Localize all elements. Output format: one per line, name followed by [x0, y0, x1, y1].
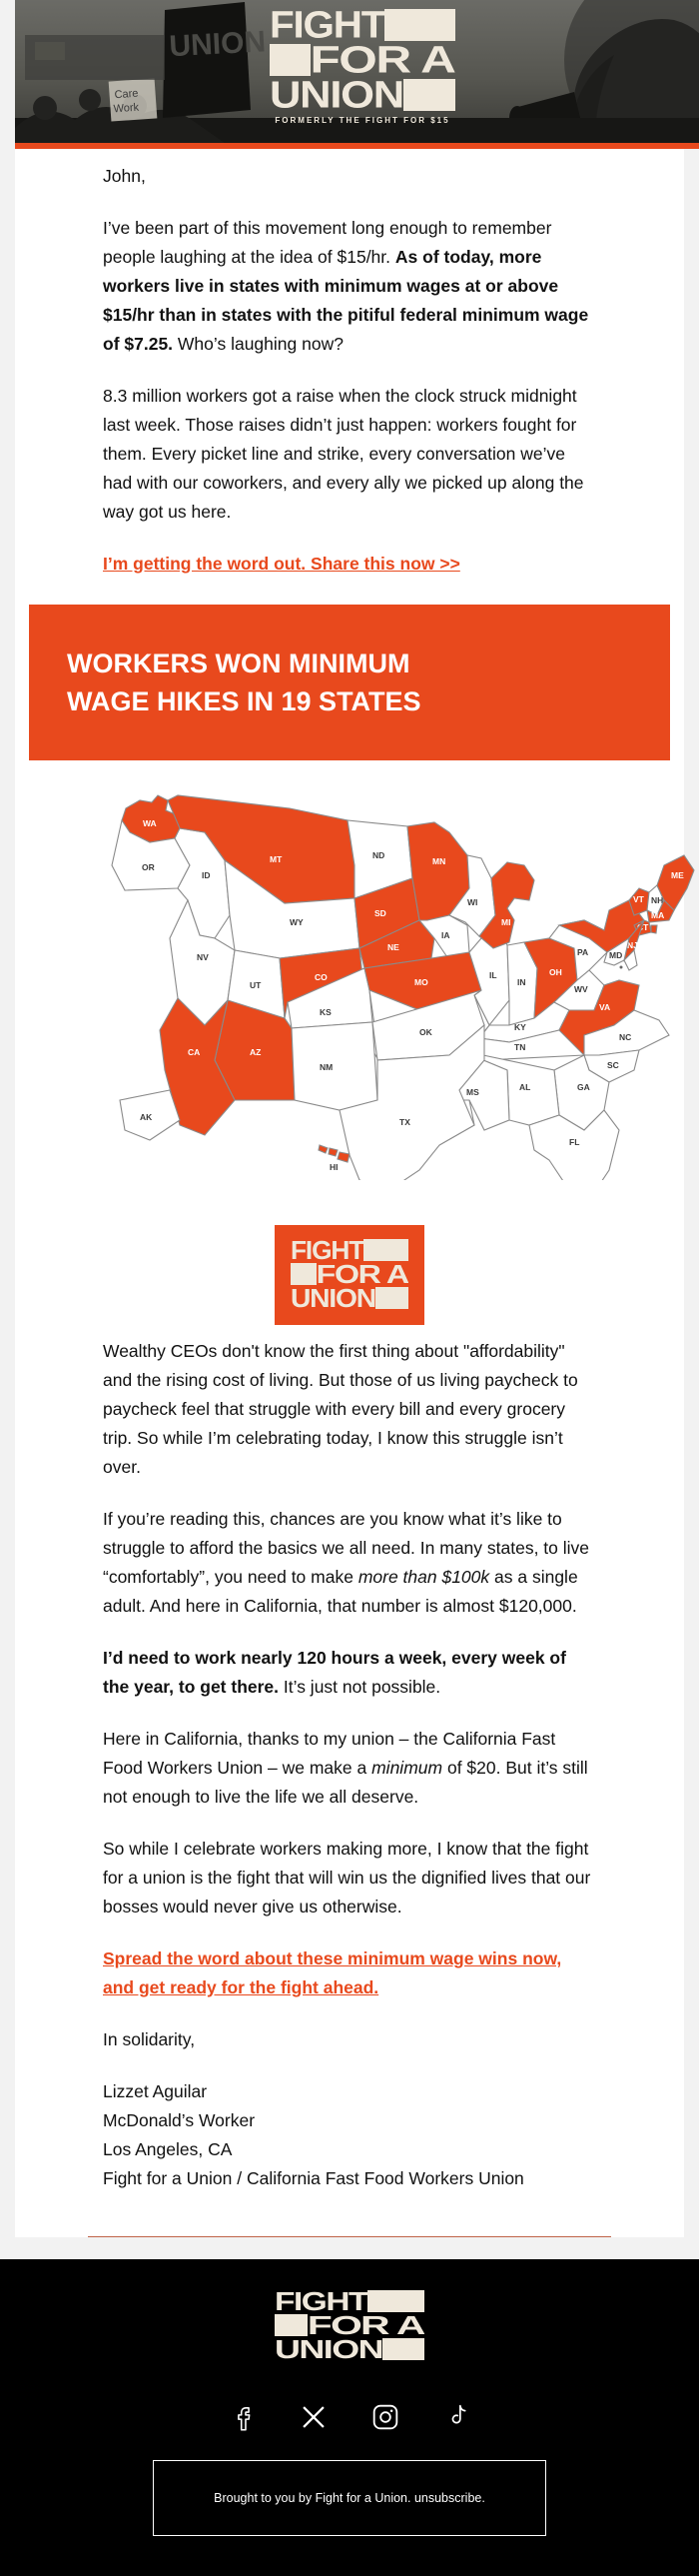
svg-text:MT: MT [270, 854, 283, 864]
svg-text:NV: NV [197, 952, 209, 962]
svg-text:Care: Care [114, 88, 139, 102]
svg-text:AL: AL [519, 1082, 530, 1092]
svg-text:MO: MO [414, 977, 428, 987]
svg-text:MN: MN [432, 856, 445, 866]
svg-text:IN: IN [517, 977, 526, 987]
svg-text:UT: UT [250, 980, 262, 990]
svg-text:NC: NC [619, 1032, 631, 1042]
svg-text:ID: ID [202, 870, 211, 880]
svg-text:SC: SC [607, 1060, 619, 1070]
svg-text:IL: IL [489, 970, 497, 980]
svg-text:CA: CA [188, 1047, 200, 1057]
svg-text:Work: Work [113, 102, 140, 116]
svg-text:IA: IA [441, 930, 450, 940]
svg-text:OR: OR [142, 862, 155, 872]
svg-text:WV: WV [574, 984, 588, 994]
svg-text:UNION: UNION [169, 25, 267, 63]
svg-text:HI: HI [330, 1162, 339, 1172]
svg-text:WY: WY [290, 917, 304, 927]
svg-text:CO: CO [315, 972, 328, 982]
svg-text:ME: ME [671, 870, 684, 880]
svg-text:ND: ND [372, 850, 384, 860]
svg-text:SD: SD [374, 908, 386, 918]
svg-text:WI: WI [467, 897, 477, 907]
svg-text:VT: VT [633, 894, 645, 904]
svg-text:WA: WA [143, 818, 157, 828]
svg-text:KS: KS [320, 1007, 332, 1017]
svg-text:OH: OH [549, 967, 562, 977]
svg-text:VA: VA [599, 1002, 610, 1012]
svg-text:NY: NY [594, 912, 606, 922]
svg-text:TN: TN [514, 1042, 525, 1052]
svg-text:MD: MD [609, 950, 622, 960]
svg-text:MA: MA [651, 910, 664, 920]
svg-text:FL: FL [569, 1137, 579, 1147]
svg-text:KY: KY [514, 1022, 526, 1032]
svg-text:PA: PA [577, 947, 588, 957]
svg-text:NH: NH [651, 895, 663, 905]
svg-text:AZ: AZ [250, 1047, 261, 1057]
svg-text:TX: TX [399, 1117, 410, 1127]
svg-text:MS: MS [466, 1087, 479, 1097]
svg-text:MI: MI [501, 917, 510, 927]
svg-text:OK: OK [419, 1027, 433, 1037]
svg-text:NM: NM [320, 1062, 333, 1072]
svg-text:GA: GA [577, 1082, 590, 1092]
svg-text:AK: AK [140, 1112, 153, 1122]
svg-text:NE: NE [387, 942, 399, 952]
